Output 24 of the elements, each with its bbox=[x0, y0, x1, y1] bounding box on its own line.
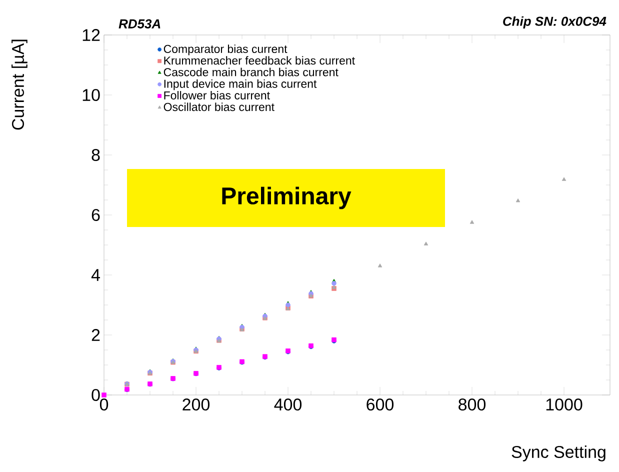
y-tick-label: 2 bbox=[92, 329, 100, 341]
y-tick-label: 12 bbox=[82, 29, 100, 41]
y-tick-label: 4 bbox=[91, 269, 100, 281]
y-tick-label: 0 bbox=[92, 388, 100, 402]
text: Chip SN: 0x0C94 bbox=[503, 16, 606, 28]
legend-label: Krummenacher feedback bias current bbox=[164, 56, 355, 65]
x-tick-label: 600 bbox=[366, 398, 394, 411]
x-tick-label: 200 bbox=[182, 398, 210, 411]
x-tick-label: 0 bbox=[100, 398, 108, 411]
legend-label: Follower bias current bbox=[164, 91, 270, 100]
x-tick-label: 1000 bbox=[546, 398, 582, 411]
y-axis-title: Current [µA] bbox=[12, 40, 28, 130]
legend-label: Input device main bias current bbox=[164, 79, 317, 90]
y-tick-label: 8 bbox=[92, 148, 100, 162]
x-tick-label: 400 bbox=[274, 398, 302, 411]
y-tick-label: 10 bbox=[82, 88, 100, 102]
legend-label: Cascode main branch bias current bbox=[164, 68, 338, 76]
text: RD53A bbox=[118, 19, 160, 28]
legend-label: Comparator bias current bbox=[164, 44, 288, 56]
x-axis-title: Sync Setting bbox=[512, 446, 606, 462]
y-tick-label: 6 bbox=[92, 208, 100, 222]
annotation: Preliminary bbox=[222, 186, 352, 210]
x-tick-label: 800 bbox=[458, 398, 486, 411]
legend-label: Oscillator bias current bbox=[164, 102, 274, 112]
